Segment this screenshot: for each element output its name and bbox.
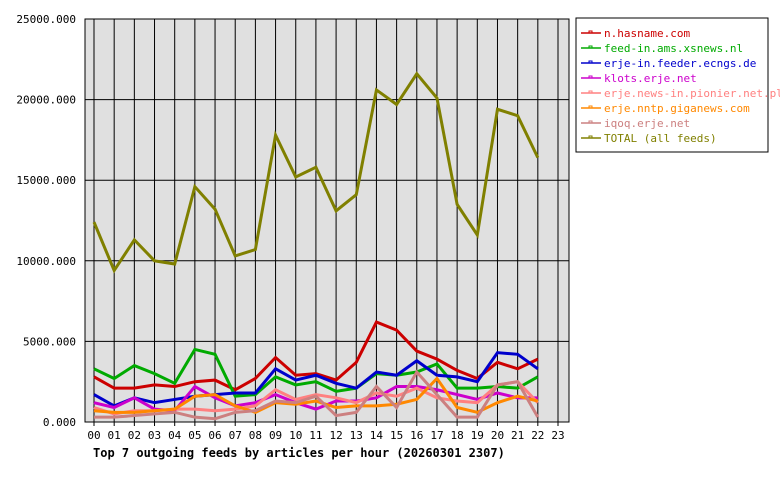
- x-tick-label: 09: [269, 429, 282, 442]
- x-tick-label: 08: [249, 429, 262, 442]
- x-tick-label: 20: [491, 429, 504, 442]
- legend-marker: [588, 60, 593, 64]
- series-line-7: [92, 71, 540, 274]
- x-tick-label: 17: [430, 429, 443, 442]
- legend-label: klots.erje.net: [604, 72, 697, 85]
- legend-label: erje.news-in.pionier.net.pl: [604, 87, 780, 100]
- y-axis: 0.000 5000.000 10000.000 15000.000 20000.000…: [16, 13, 76, 429]
- legend-marker: [588, 90, 593, 94]
- x-tick-label: 05: [188, 429, 201, 442]
- x-tick-label: 10: [289, 429, 302, 442]
- legend-marker: [588, 120, 593, 124]
- legend-label: iqoq.erje.net: [604, 117, 690, 130]
- x-tick-label: 07: [229, 429, 242, 442]
- y-tick-label: 10000.000: [16, 255, 76, 268]
- series-line-2: [93, 351, 539, 408]
- x-tick-label: 22: [531, 429, 544, 442]
- legend-marker: [588, 135, 593, 139]
- y-tick-label: 0.000: [43, 416, 76, 429]
- x-tick-label: 18: [451, 429, 464, 442]
- y-tick-label: 20000.000: [16, 94, 76, 107]
- legend-label: erje-in.feeder.ecngs.de: [604, 57, 756, 70]
- series-line-1: [93, 347, 539, 398]
- x-tick-label: 13: [350, 429, 363, 442]
- x-tick-label: 16: [410, 429, 423, 442]
- x-axis: 00 01 02 03 04 05 06 07 08 09 10 11 12 13 14 15 16 17 18 19…: [87, 429, 564, 442]
- x-tick-label: 06: [208, 429, 221, 442]
- plot-border: [84, 18, 570, 423]
- x-tick-label: 00: [87, 429, 100, 442]
- legend-label: erje.nntp.giganews.com: [604, 102, 750, 115]
- x-tick-label: 11: [309, 429, 322, 442]
- x-tick-label: 23: [551, 429, 564, 442]
- x-tick-label: 19: [471, 429, 484, 442]
- legend-box: [575, 17, 769, 153]
- x-tick-label: 01: [108, 429, 121, 442]
- series-line-5: [93, 376, 539, 414]
- x-tick-label: 14: [370, 429, 384, 442]
- series-line-6: [94, 369, 540, 421]
- legend-label: n.hasname.com: [604, 27, 690, 40]
- series-lines: [92, 71, 540, 421]
- chart-title: Top 7 outgoing feeds by articles per hou…: [93, 446, 505, 460]
- x-tick-label: 12: [329, 429, 342, 442]
- x-tick-label: 02: [128, 429, 141, 442]
- legend-marker: [588, 45, 593, 49]
- legend-marker: [588, 30, 593, 34]
- x-tick-label: 15: [390, 429, 403, 442]
- legend: n.hasname.com feed-in.ams.xsnews.nl erje-i…: [575, 17, 780, 153]
- grid: [85, 18, 569, 426]
- legend-marker: [588, 75, 593, 79]
- y-tick-label: 15000.000: [16, 174, 76, 187]
- x-tick-label: 04: [168, 429, 182, 442]
- legend-marker: [588, 105, 593, 109]
- legend-label: TOTAL (all feeds): [604, 132, 717, 145]
- y-tick-label: 5000.000: [23, 335, 76, 348]
- x-tick-label: 03: [148, 429, 161, 442]
- y-tick-label: 25000.000: [16, 13, 76, 26]
- plot-area: [85, 19, 569, 422]
- series-line-0: [93, 320, 539, 392]
- x-tick-label: 21: [511, 429, 524, 442]
- legend-label: feed-in.ams.xsnews.nl: [604, 42, 743, 55]
